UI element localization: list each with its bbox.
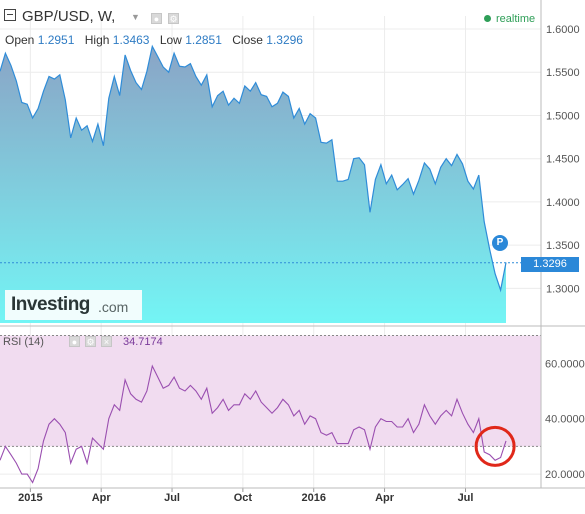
chevron-down-icon[interactable]: ▼ bbox=[131, 12, 140, 22]
close-value: 1.3296 bbox=[266, 33, 303, 47]
rsi-value: 34.7174 bbox=[123, 336, 163, 348]
price-tick-label: 1.3500 bbox=[546, 240, 580, 252]
symbol-title[interactable]: GBP/USD, W, bbox=[22, 8, 116, 25]
gear-icon[interactable]: ⚙ bbox=[168, 13, 179, 24]
circle-icon[interactable]: ● bbox=[69, 336, 80, 347]
rsi-tick-label: 60.0000 bbox=[545, 358, 585, 370]
x-tick-label: Jul bbox=[458, 492, 474, 504]
logo-brand: Investing bbox=[11, 294, 90, 315]
price-tick-label: 1.3000 bbox=[546, 283, 580, 295]
realtime-indicator: realtime bbox=[484, 13, 535, 25]
low-label: Low bbox=[159, 33, 182, 47]
axis-ticks: 1.3000 1.3500 1.4000 1.4500 1.5000 1.5500 1.60… bbox=[18, 24, 585, 504]
collapse-toggle-icon[interactable] bbox=[4, 9, 16, 21]
logo-suffix: .com bbox=[98, 299, 129, 315]
low-value: 1.2851 bbox=[185, 33, 222, 47]
x-tick-label: Apr bbox=[375, 492, 395, 504]
ohlc-bar: Open 1.2951 High 1.3463 Low 1.2851 Close… bbox=[5, 33, 310, 47]
rsi-tick-label: 20.0000 bbox=[545, 469, 585, 481]
rsi-tick-label: 40.0000 bbox=[545, 414, 585, 426]
price-tick-label: 1.4000 bbox=[546, 197, 580, 209]
x-tick-label: 2016 bbox=[301, 492, 325, 504]
realtime-label: realtime bbox=[496, 13, 536, 25]
price-series-line[interactable] bbox=[0, 44, 507, 293]
gear-icon[interactable]: ⚙ bbox=[85, 336, 96, 347]
x-tick-label: Apr bbox=[92, 492, 112, 504]
price-marker-badge[interactable]: P bbox=[492, 235, 508, 251]
chart-header: GBP/USD, W, ▼ ● ⚙ realtime Open 1.2951 H… bbox=[0, 0, 585, 50]
price-area-fill bbox=[0, 46, 506, 324]
price-tick-label: 1.5000 bbox=[546, 110, 580, 122]
high-label: High bbox=[84, 33, 110, 47]
close-label: Close bbox=[232, 33, 263, 47]
circle-icon[interactable]: ● bbox=[151, 13, 162, 24]
x-tick-label: Jul bbox=[164, 492, 180, 504]
investing-logo: Investing .com bbox=[5, 290, 142, 320]
rsi-series-line[interactable] bbox=[0, 364, 507, 484]
x-tick-label: Oct bbox=[234, 492, 253, 504]
x-tick-label: 2015 bbox=[18, 492, 42, 504]
rsi-label[interactable]: RSI (14) bbox=[3, 336, 44, 348]
open-value: 1.2951 bbox=[37, 33, 75, 47]
price-tick-label: 1.5500 bbox=[546, 67, 580, 79]
highlight-circle bbox=[474, 425, 516, 467]
price-tick-label: 1.6000 bbox=[546, 24, 580, 36]
high-value: 1.3463 bbox=[112, 33, 150, 47]
current-price-tag: 1.3296 bbox=[521, 257, 579, 272]
rsi-overbought-oversold-band bbox=[0, 335, 541, 447]
price-tick-label: 1.4500 bbox=[546, 154, 580, 166]
open-label: Open bbox=[5, 33, 35, 47]
close-icon[interactable]: × bbox=[101, 336, 112, 347]
status-dot-icon bbox=[484, 15, 491, 22]
